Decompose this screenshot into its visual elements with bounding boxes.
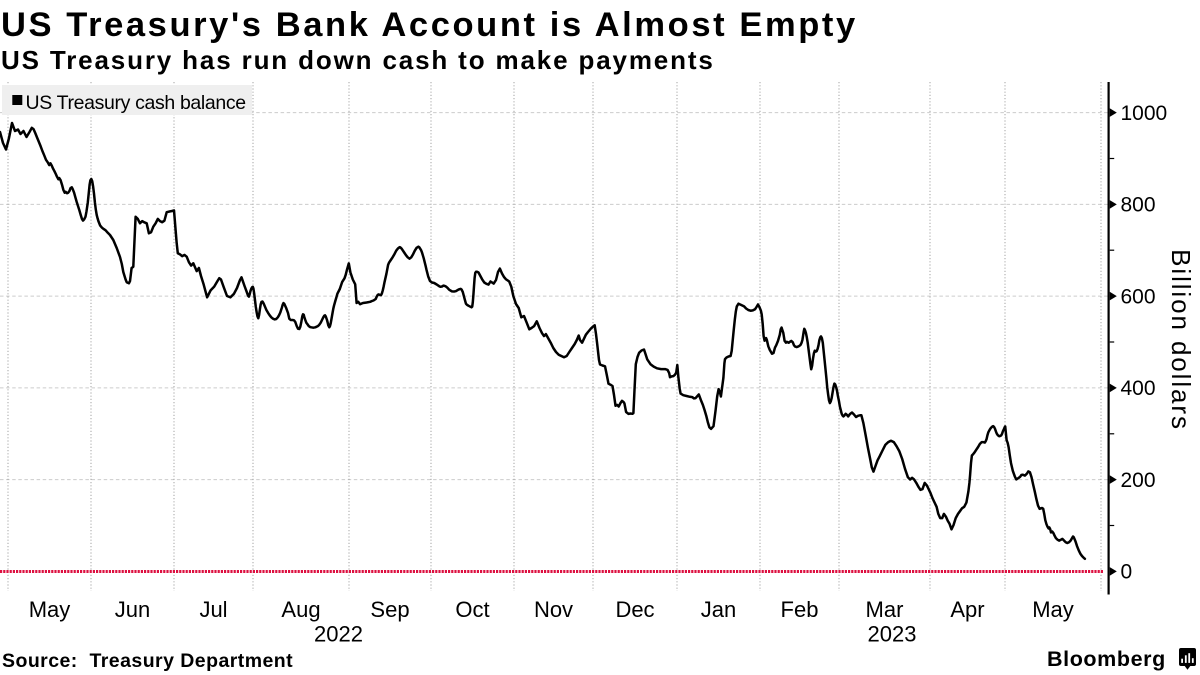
svg-text:800: 800 [1121, 194, 1156, 217]
svg-text:Feb: Feb [781, 597, 819, 622]
svg-text:Dec: Dec [615, 597, 654, 622]
svg-text:Mar: Mar [866, 597, 904, 622]
svg-text:200: 200 [1121, 469, 1156, 492]
svg-text:1000: 1000 [1121, 102, 1168, 125]
svg-text:Sep: Sep [370, 597, 409, 622]
svg-text:Billion dollars: Billion dollars [1166, 249, 1196, 431]
svg-text:600: 600 [1121, 285, 1156, 308]
svg-text:Jan: Jan [701, 597, 736, 622]
svg-text:2022: 2022 [314, 622, 363, 647]
svg-text:Oct: Oct [455, 597, 489, 622]
svg-text:US Treasury cash balance: US Treasury cash balance [26, 92, 246, 114]
svg-text:2023: 2023 [868, 622, 917, 647]
svg-text:May: May [29, 597, 71, 622]
svg-text:Jun: Jun [115, 597, 150, 622]
svg-text:400: 400 [1121, 377, 1156, 400]
svg-text:Nov: Nov [534, 597, 573, 622]
svg-text:Jul: Jul [199, 597, 227, 622]
svg-text:Aug: Aug [281, 597, 320, 622]
svg-text:Apr: Apr [950, 597, 984, 622]
svg-text:May: May [1032, 597, 1074, 622]
svg-text:0: 0 [1121, 561, 1133, 584]
